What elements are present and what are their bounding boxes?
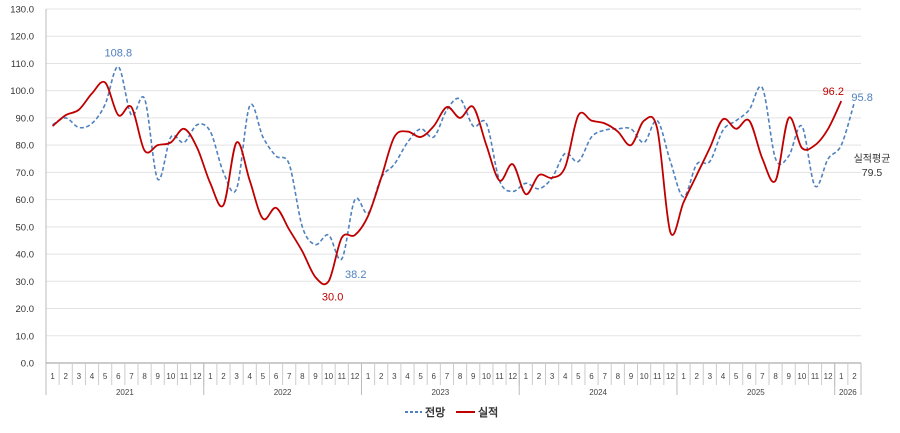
data-label: 108.8 — [105, 48, 133, 60]
month-tick-label: 6 — [432, 372, 437, 381]
month-tick-label: 9 — [156, 372, 161, 381]
month-tick-label: 4 — [405, 372, 410, 381]
y-tick-label: 30.0 — [16, 277, 35, 288]
month-tick-label: 11 — [338, 372, 347, 381]
month-tick-label: 5 — [261, 372, 266, 381]
month-tick-label: 3 — [708, 372, 713, 381]
year-label: 2026 — [839, 388, 857, 397]
year-label: 2021 — [116, 388, 134, 397]
month-tick-label: 7 — [129, 372, 134, 381]
month-tick-label: 1 — [524, 372, 529, 381]
data-label: 38.2 — [345, 269, 366, 281]
month-tick-label: 6 — [589, 372, 594, 381]
month-tick-label: 4 — [248, 372, 253, 381]
month-tick-label: 7 — [445, 372, 450, 381]
month-tick-label: 6 — [747, 372, 752, 381]
month-tick-label: 7 — [760, 372, 765, 381]
month-tick-label: 11 — [811, 372, 820, 381]
y-tick-label: 50.0 — [16, 222, 35, 233]
month-tick-label: 1 — [681, 372, 686, 381]
year-label: 2024 — [589, 388, 607, 397]
month-tick-label: 2 — [221, 372, 226, 381]
month-tick-label: 6 — [274, 372, 279, 381]
average-label: 실적평균 — [854, 153, 891, 165]
month-tick-label: 3 — [550, 372, 555, 381]
month-tick-label: 11 — [495, 372, 504, 381]
month-tick-label: 9 — [313, 372, 318, 381]
month-tick-label: 12 — [193, 372, 202, 381]
month-tick-label: 10 — [324, 372, 333, 381]
month-tick-label: 1 — [839, 372, 844, 381]
month-tick-label: 4 — [90, 372, 95, 381]
month-tick-label: 8 — [142, 372, 147, 381]
month-tick-label: 5 — [576, 372, 581, 381]
average-value: 79.5 — [862, 167, 883, 179]
y-tick-label: 110.0 — [11, 59, 34, 70]
month-tick-label: 2 — [63, 372, 68, 381]
month-tick-label: 12 — [824, 372, 833, 381]
y-tick-label: 100.0 — [10, 86, 34, 97]
month-tick-label: 8 — [300, 372, 305, 381]
month-tick-label: 8 — [458, 372, 463, 381]
month-tick-label: 11 — [653, 372, 662, 381]
month-tick-label: 7 — [287, 372, 292, 381]
data-label: 95.8 — [851, 92, 872, 104]
month-tick-label: 1 — [366, 372, 371, 381]
month-tick-label: 10 — [640, 372, 649, 381]
month-tick-label: 3 — [392, 372, 397, 381]
y-tick-label: 40.0 — [16, 250, 35, 261]
y-tick-label: 0.0 — [21, 359, 34, 370]
month-tick-label: 8 — [616, 372, 621, 381]
data-label: 30.0 — [322, 291, 343, 303]
month-tick-label: 3 — [77, 372, 82, 381]
month-tick-label: 12 — [350, 372, 359, 381]
series-line-forecast — [52, 65, 856, 261]
data-label: 96.2 — [823, 86, 844, 98]
month-tick-label: 1 — [208, 372, 213, 381]
year-label: 2023 — [431, 388, 449, 397]
month-tick-label: 9 — [629, 372, 634, 381]
month-tick-label: 10 — [166, 372, 175, 381]
y-tick-label: 90.0 — [16, 113, 35, 124]
y-tick-label: 20.0 — [16, 304, 35, 315]
series-line-actual — [51, 80, 843, 286]
y-tick-label: 60.0 — [16, 195, 35, 206]
month-tick-label: 10 — [482, 372, 491, 381]
month-tick-label: 12 — [508, 372, 517, 381]
month-tick-label: 2 — [694, 372, 699, 381]
month-tick-label: 2 — [852, 372, 857, 381]
month-tick-label: 9 — [786, 372, 791, 381]
year-label: 2025 — [747, 388, 765, 397]
month-tick-label: 6 — [116, 372, 121, 381]
year-label: 2022 — [274, 388, 292, 397]
month-tick-label: 12 — [666, 372, 675, 381]
month-tick-label: 8 — [773, 372, 778, 381]
month-tick-label: 10 — [797, 372, 806, 381]
month-tick-label: 5 — [734, 372, 739, 381]
month-tick-label: 2 — [379, 372, 384, 381]
month-tick-label: 9 — [471, 372, 476, 381]
month-tick-label: 4 — [721, 372, 726, 381]
legend-actual-label: 실적 — [478, 405, 498, 419]
y-tick-label: 70.0 — [16, 168, 35, 179]
month-tick-label: 5 — [103, 372, 108, 381]
month-tick-label: 1 — [50, 372, 55, 381]
y-tick-label: 10.0 — [16, 331, 35, 342]
month-tick-label: 7 — [602, 372, 607, 381]
month-tick-label: 11 — [180, 372, 189, 381]
y-tick-label: 130.0 — [10, 5, 34, 16]
month-tick-label: 3 — [234, 372, 239, 381]
legend-forecast-label: 전망 — [425, 405, 445, 419]
month-tick-label: 4 — [563, 372, 568, 381]
month-tick-label: 5 — [418, 372, 423, 381]
y-tick-label: 120.0 — [10, 32, 34, 43]
month-tick-label: 2 — [537, 372, 542, 381]
y-tick-label: 80.0 — [16, 141, 35, 152]
